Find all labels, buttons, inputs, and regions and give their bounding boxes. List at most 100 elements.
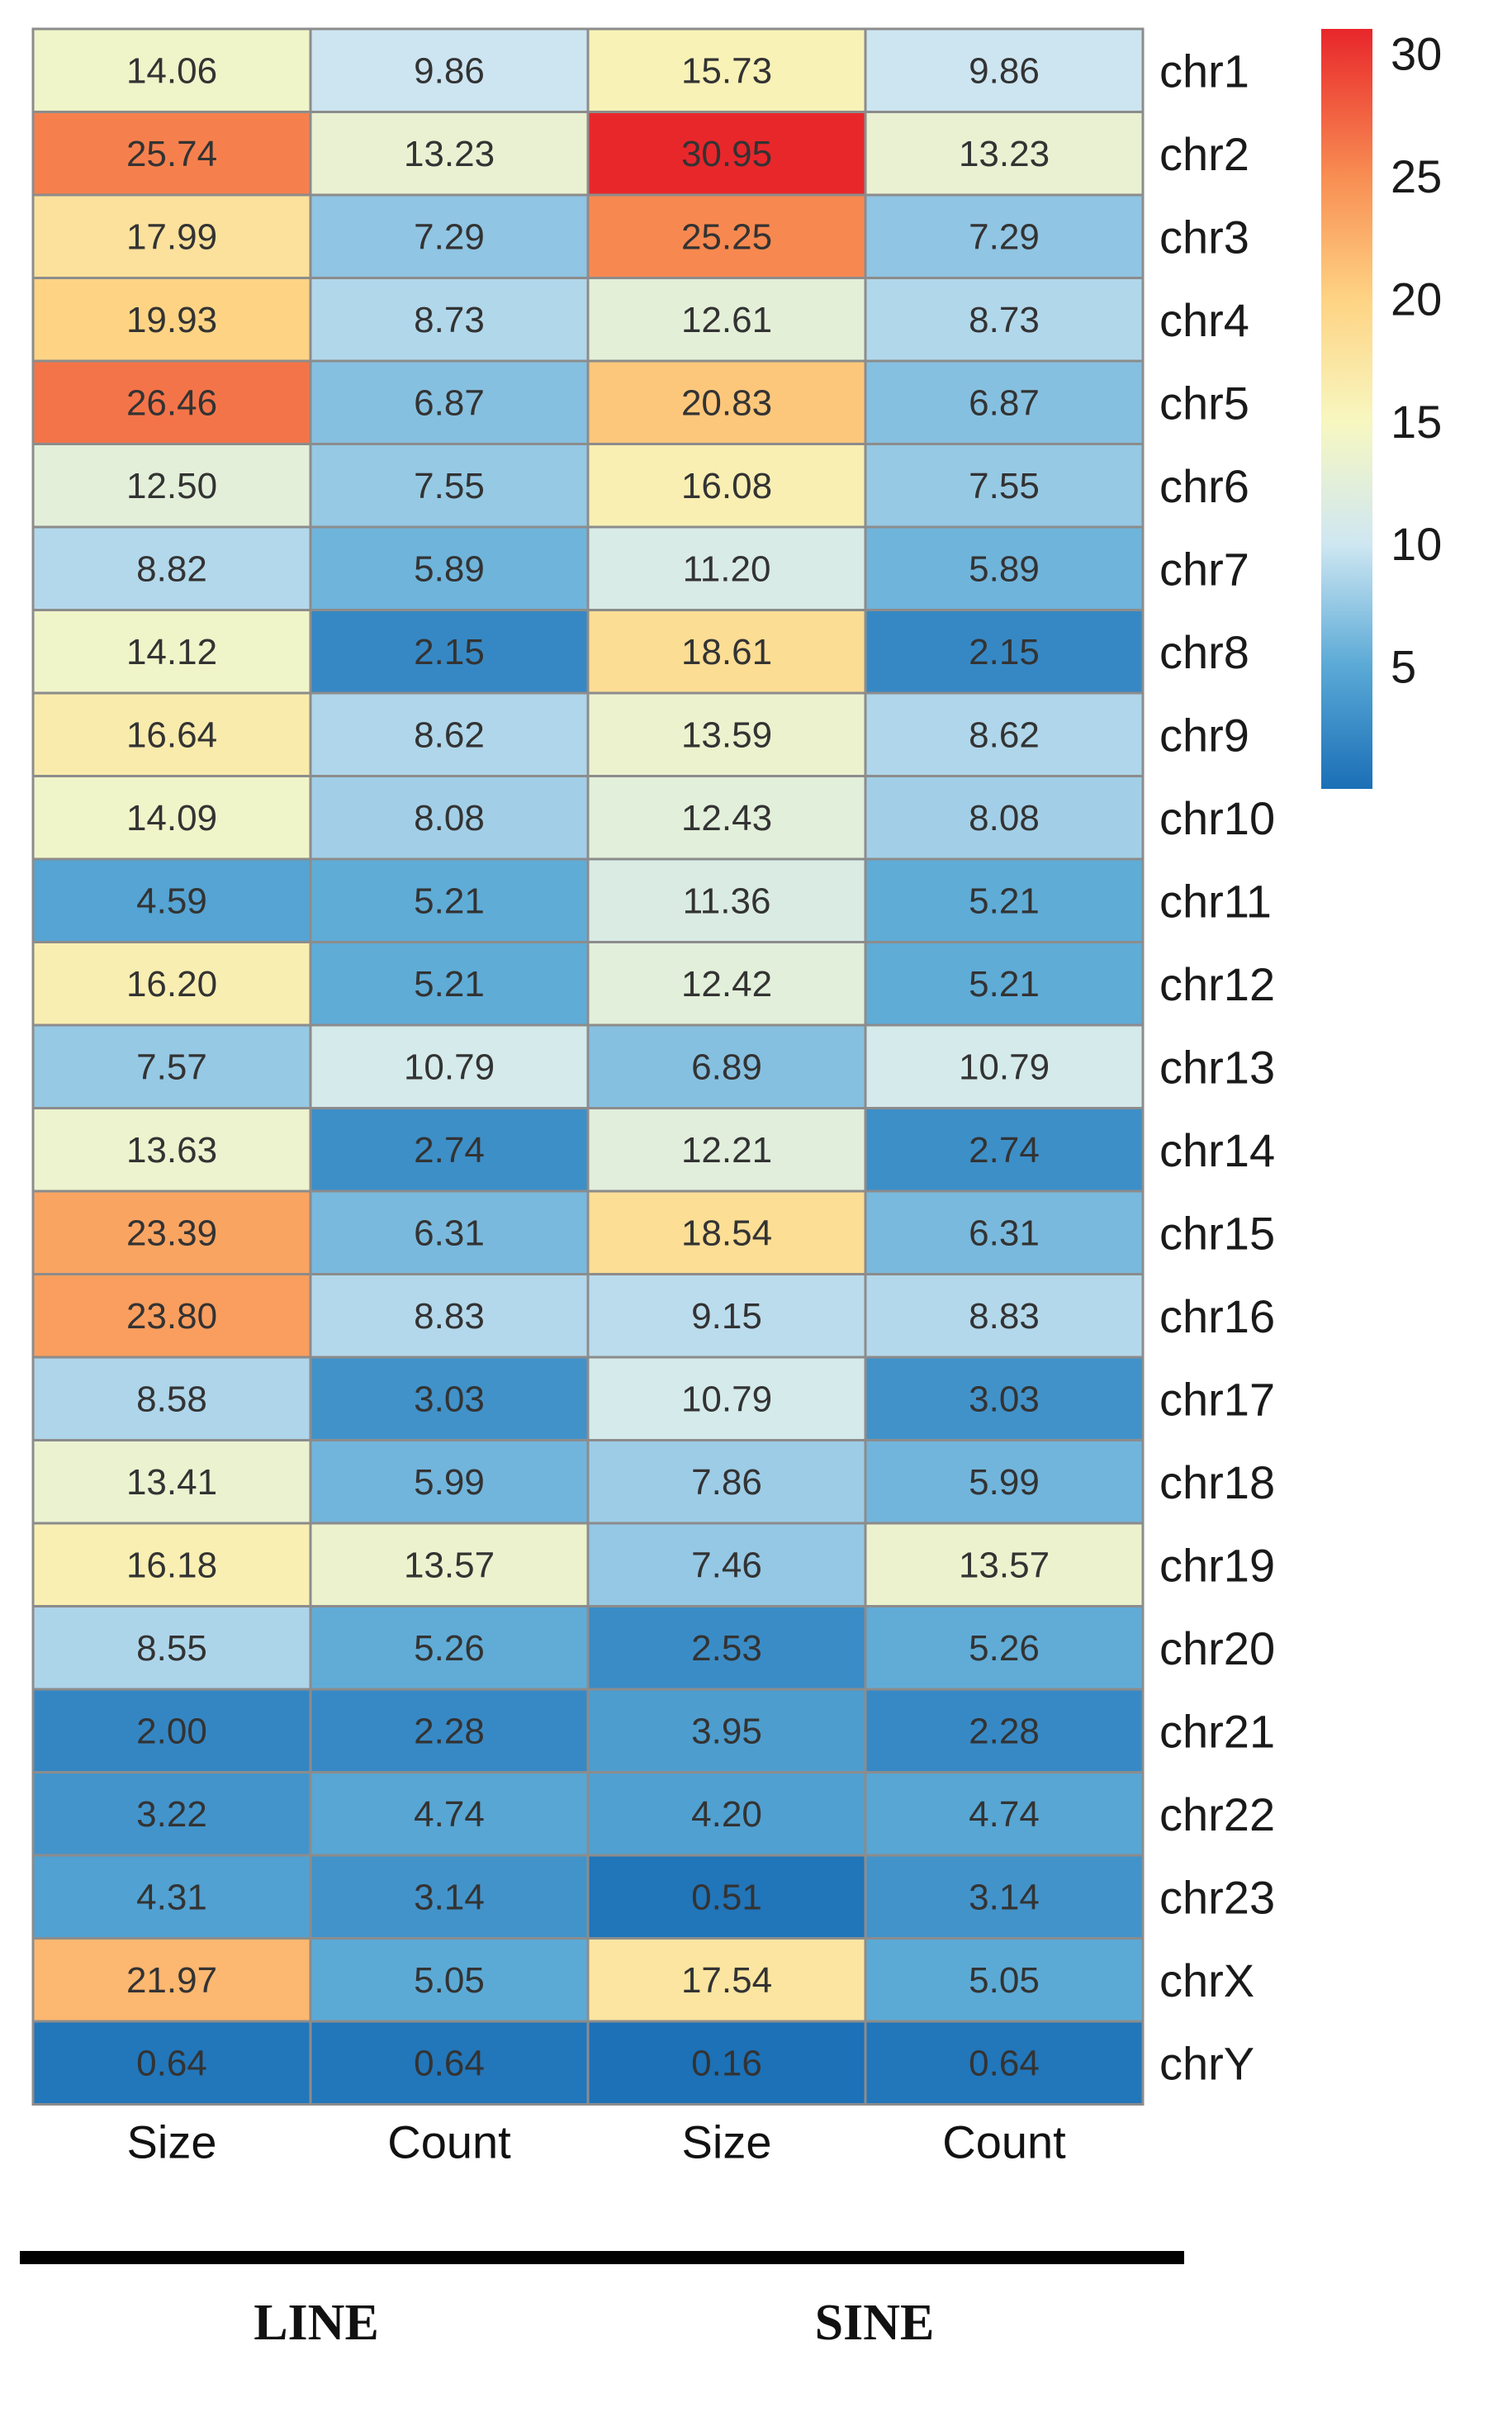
heatmap-cell <box>309 443 590 529</box>
row-label: chr3 <box>1159 211 1249 263</box>
cell-value-label: 9.86 <box>414 50 485 91</box>
heatmap-cell <box>586 2020 867 2106</box>
row-label: chr4 <box>1159 294 1249 346</box>
heatmap-cell <box>586 1107 867 1193</box>
heatmap-cell <box>31 443 312 529</box>
heatmap-cell <box>586 1937 867 2023</box>
cell-value-label: 16.64 <box>126 715 217 755</box>
cell-value-label: 2.28 <box>414 1711 485 1751</box>
heatmap-cell <box>864 1273 1145 1359</box>
heatmap-cell <box>864 1356 1145 1441</box>
heatmap-cell <box>31 525 312 611</box>
cell-value-label: 13.41 <box>126 1462 217 1503</box>
cell-value-label: 0.64 <box>414 2043 485 2083</box>
cell-value-label: 8.55 <box>136 1628 207 1669</box>
heatmap-cell <box>31 609 312 695</box>
cell-value-label: 8.08 <box>969 798 1040 838</box>
heatmap-cell <box>31 775 312 861</box>
cell-value-label: 5.26 <box>414 1628 485 1669</box>
cell-value-label: 19.93 <box>126 300 217 340</box>
cell-value-label: 8.08 <box>414 798 485 838</box>
cell-value-label: 0.16 <box>691 2043 762 2083</box>
cell-value-label: 18.61 <box>681 632 772 672</box>
heatmap-cell <box>586 1356 867 1441</box>
cell-value-label: 10.79 <box>959 1047 1050 1087</box>
legend-tick-label: 5 <box>1391 641 1416 693</box>
heatmap-cell <box>31 1854 312 1940</box>
cell-value-label: 7.57 <box>136 1047 207 1087</box>
cell-value-label: 23.80 <box>126 1296 217 1337</box>
row-label: chr1 <box>1159 45 1249 97</box>
heatmap-cell <box>31 1522 312 1607</box>
cell-value-label: 11.20 <box>683 548 771 589</box>
cell-value-label: 8.82 <box>136 548 207 589</box>
heatmap-cell <box>31 1688 312 1774</box>
heatmap-cell <box>864 277 1145 363</box>
cell-value-label: 6.31 <box>414 1213 485 1253</box>
cell-value-label: 5.21 <box>414 881 485 921</box>
heatmap-cell <box>864 27 1145 113</box>
row-label: chr5 <box>1159 377 1249 429</box>
group-label: SINE <box>815 2295 935 2351</box>
heatmap-cell <box>586 443 867 529</box>
heatmap-cell <box>586 1522 867 1607</box>
heatmap-cell <box>586 609 867 695</box>
column-label: Count <box>387 2116 511 2168</box>
heatmap-cell <box>864 1023 1145 1109</box>
cell-value-label: 25.74 <box>126 134 217 174</box>
row-label: chr19 <box>1159 1539 1275 1591</box>
row-label: chr14 <box>1159 1124 1275 1176</box>
heatmap-cell <box>31 1771 312 1857</box>
group-label: LINE <box>254 2295 379 2351</box>
heatmap-cells: 14.06 9.86 15.73 9.86 25.74 13.23 30.95 13.23 17… <box>31 27 1145 2106</box>
cell-value-label: 14.09 <box>126 798 217 838</box>
heatmap-cell <box>309 941 590 1027</box>
heatmap-cell <box>309 1688 590 1774</box>
legend-tick-label: 25 <box>1391 150 1442 202</box>
heatmap-cell <box>586 525 867 611</box>
cell-value-label: 16.20 <box>126 964 217 1004</box>
color-legend: 5 10 15 20 25 30 <box>1321 28 1442 789</box>
cell-value-label: 5.26 <box>969 1628 1040 1669</box>
cell-value-label: 13.57 <box>404 1545 495 1585</box>
cell-value-label: 16.18 <box>126 1545 217 1585</box>
heatmap-cell <box>864 691 1145 777</box>
cell-value-label: 13.63 <box>126 1130 217 1171</box>
heatmap-cell <box>586 1023 867 1109</box>
cell-value-label: 13.57 <box>959 1545 1050 1585</box>
cell-value-label: 2.74 <box>414 1130 485 1171</box>
cell-value-label: 6.87 <box>414 382 485 423</box>
heatmap-cell <box>864 193 1145 279</box>
heatmap-cell <box>31 1023 312 1109</box>
row-label: chr20 <box>1159 1622 1275 1674</box>
cell-value-label: 5.21 <box>969 964 1040 1004</box>
cell-value-label: 4.74 <box>414 1794 485 1835</box>
row-label: chr8 <box>1159 626 1249 678</box>
cell-value-label: 4.31 <box>136 1877 207 1917</box>
heatmap-cell <box>586 359 867 445</box>
row-label: chrY <box>1159 2037 1254 2089</box>
cell-value-label: 3.03 <box>969 1379 1040 1419</box>
cell-value-label: 4.74 <box>969 1794 1040 1835</box>
row-label: chr12 <box>1159 958 1275 1010</box>
heatmap-cell <box>586 1605 867 1691</box>
column-labels: Size Count Size Count <box>127 2116 1067 2168</box>
cell-value-label: 17.99 <box>126 216 217 257</box>
cell-value-label: 3.14 <box>414 1877 485 1917</box>
cell-value-label: 5.21 <box>414 964 485 1004</box>
heatmap-cell <box>31 941 312 1027</box>
heatmap-cell <box>864 857 1145 943</box>
heatmap-cell <box>309 277 590 363</box>
heatmap-cell <box>309 27 590 113</box>
cell-value-label: 23.39 <box>126 1213 217 1253</box>
cell-value-label: 2.15 <box>414 632 485 672</box>
heatmap-cell <box>864 1522 1145 1607</box>
heatmap-cell <box>309 1356 590 1441</box>
heatmap-cell <box>586 1854 867 1940</box>
cell-value-label: 2.74 <box>969 1130 1040 1171</box>
heatmap-cell <box>864 525 1145 611</box>
heatmap-cell <box>864 1771 1145 1857</box>
heatmap-cell <box>586 27 867 113</box>
heatmap-cell <box>309 1605 590 1691</box>
legend-tick-label: 20 <box>1391 273 1442 325</box>
